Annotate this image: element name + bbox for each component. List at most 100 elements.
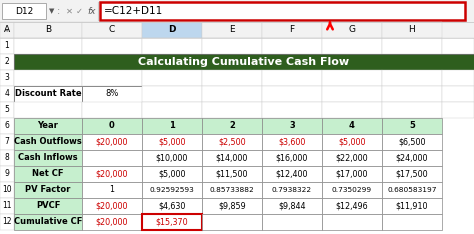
Text: $10,000: $10,000 <box>156 154 188 162</box>
Text: ▼: ▼ <box>49 8 55 14</box>
Bar <box>14 118 82 134</box>
Bar <box>262 86 322 102</box>
Text: $11,500: $11,500 <box>216 169 248 179</box>
Bar <box>442 86 474 102</box>
Bar <box>0 38 14 54</box>
Bar <box>142 150 202 166</box>
Bar <box>142 182 202 198</box>
Text: Year: Year <box>37 121 58 131</box>
Text: 0.7350299: 0.7350299 <box>332 187 372 193</box>
Bar <box>14 102 82 118</box>
Text: =C12+D11: =C12+D11 <box>104 6 163 16</box>
Bar <box>262 70 322 86</box>
Text: $6,500: $6,500 <box>398 138 426 146</box>
Text: 4: 4 <box>349 121 355 131</box>
Bar <box>82 70 142 86</box>
Bar <box>14 54 474 70</box>
Text: $4,630: $4,630 <box>158 201 186 211</box>
Text: 1: 1 <box>169 121 175 131</box>
Bar <box>382 214 442 230</box>
Text: 7: 7 <box>5 138 9 146</box>
Text: 0.7938322: 0.7938322 <box>272 187 312 193</box>
Text: $11,910: $11,910 <box>396 201 428 211</box>
Text: 5: 5 <box>409 121 415 131</box>
Bar <box>262 166 322 182</box>
Text: 11: 11 <box>2 201 12 211</box>
Bar <box>142 102 202 118</box>
Bar <box>382 198 442 214</box>
Bar <box>322 70 382 86</box>
Bar <box>322 182 382 198</box>
Bar <box>14 214 82 230</box>
Bar <box>382 38 442 54</box>
Bar <box>0 214 14 230</box>
Text: 5: 5 <box>5 106 9 114</box>
Bar <box>82 102 142 118</box>
Text: $9,859: $9,859 <box>218 201 246 211</box>
Text: $20,000: $20,000 <box>96 138 128 146</box>
Text: Cash Outflows: Cash Outflows <box>14 138 82 146</box>
Bar <box>0 118 14 134</box>
Bar <box>322 86 382 102</box>
Bar <box>202 86 262 102</box>
Text: PVCF: PVCF <box>36 201 60 211</box>
Text: 8: 8 <box>5 154 9 162</box>
Text: 4: 4 <box>5 89 9 99</box>
Bar <box>262 134 322 150</box>
Bar <box>382 102 442 118</box>
Bar <box>82 150 142 166</box>
Bar <box>142 134 202 150</box>
Text: E: E <box>229 26 235 34</box>
Bar <box>322 198 382 214</box>
Bar <box>322 150 382 166</box>
Bar <box>382 134 442 150</box>
Text: $20,000: $20,000 <box>96 201 128 211</box>
Bar <box>322 166 382 182</box>
Bar <box>82 198 142 214</box>
Bar <box>0 70 14 86</box>
Bar <box>14 182 82 198</box>
Text: 1: 1 <box>109 186 115 194</box>
Bar <box>322 134 382 150</box>
Text: $22,000: $22,000 <box>336 154 368 162</box>
Bar <box>442 102 474 118</box>
Bar <box>82 86 142 102</box>
Bar <box>202 214 262 230</box>
Text: 6: 6 <box>5 121 9 131</box>
Bar <box>382 70 442 86</box>
Bar <box>142 166 202 182</box>
Text: C: C <box>109 26 115 34</box>
Bar <box>202 134 262 150</box>
Text: 0: 0 <box>109 121 115 131</box>
Text: Cumulative CF: Cumulative CF <box>14 217 82 227</box>
Text: $3,600: $3,600 <box>278 138 306 146</box>
Bar <box>142 198 202 214</box>
Text: 12: 12 <box>2 217 12 227</box>
Bar <box>202 166 262 182</box>
Bar <box>0 22 474 38</box>
Text: 0.92592593: 0.92592593 <box>150 187 194 193</box>
Text: $15,370: $15,370 <box>155 217 188 227</box>
Bar <box>202 198 262 214</box>
Bar <box>442 70 474 86</box>
Bar <box>82 134 142 150</box>
Text: $12,496: $12,496 <box>336 201 368 211</box>
Bar <box>202 38 262 54</box>
Text: $17,000: $17,000 <box>336 169 368 179</box>
Bar <box>0 182 14 198</box>
Bar <box>202 150 262 166</box>
Text: Discount Rate: Discount Rate <box>15 89 82 99</box>
Bar <box>202 118 262 134</box>
Bar <box>14 70 82 86</box>
Bar <box>382 150 442 166</box>
Bar <box>262 102 322 118</box>
Bar <box>82 38 142 54</box>
Bar <box>14 38 82 54</box>
Bar <box>262 150 322 166</box>
Text: $20,000: $20,000 <box>96 217 128 227</box>
Text: $2,500: $2,500 <box>218 138 246 146</box>
Bar <box>382 22 442 38</box>
Bar <box>322 118 382 134</box>
Bar <box>0 54 14 70</box>
Bar <box>142 70 202 86</box>
